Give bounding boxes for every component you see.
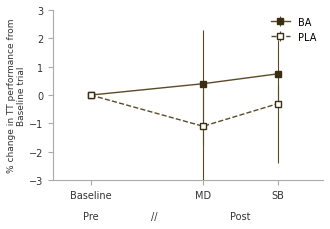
Text: Pre: Pre <box>83 211 99 221</box>
Y-axis label: % change in TT performance from
Baseline trial: % change in TT performance from Baseline… <box>7 19 26 173</box>
Legend: BA, PLA: BA, PLA <box>269 16 318 44</box>
Text: Post: Post <box>230 211 251 221</box>
Text: //: // <box>151 211 158 221</box>
